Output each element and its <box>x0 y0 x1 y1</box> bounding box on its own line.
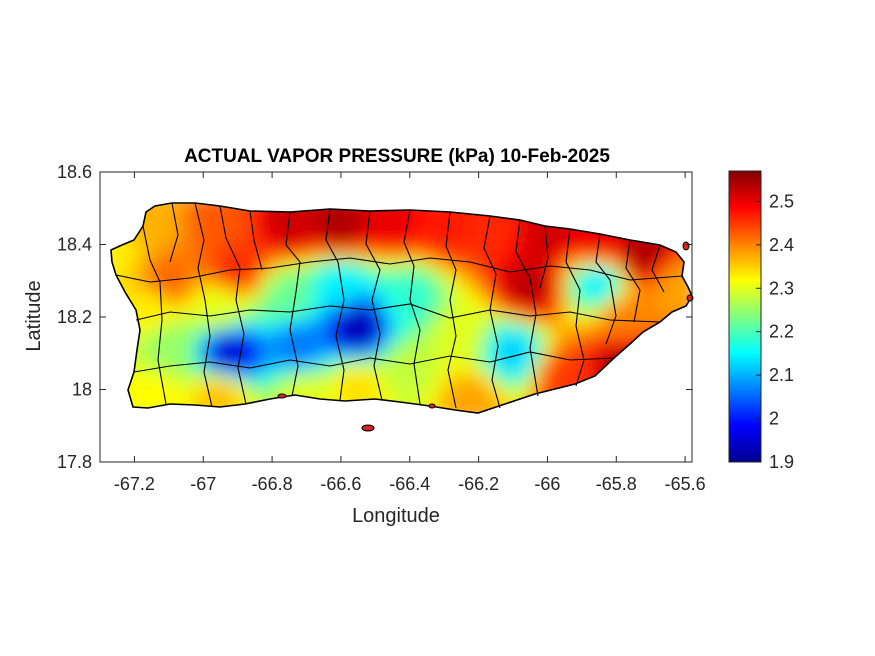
y-tick-label: 18.6 <box>57 162 92 182</box>
plot-area <box>99 171 694 463</box>
y-tick-label: 18.2 <box>57 307 92 327</box>
x-tick-label: -67 <box>190 474 216 494</box>
colorbar-tick-label: 2.2 <box>769 322 794 342</box>
x-tick-label: -66 <box>534 474 560 494</box>
y-tick-label: 18 <box>72 380 92 400</box>
x-tick-label: -66.6 <box>320 474 361 494</box>
colorbar-tick-label: 2.3 <box>769 278 794 298</box>
islets <box>277 241 694 432</box>
colorbar-tick-label: 2.4 <box>769 235 794 255</box>
x-tick-label: -66.2 <box>458 474 499 494</box>
x-tick-label: -65.6 <box>665 474 706 494</box>
x-tick-label: -66.8 <box>252 474 293 494</box>
coastline <box>110 202 693 414</box>
x-tick-label: -65.8 <box>596 474 637 494</box>
colorbar-ticks: 1.9 2 2.1 2.2 2.3 2.4 2.5 <box>756 191 794 472</box>
colorbar-gradient <box>728 170 762 463</box>
colorbar: 1.9 2 2.1 2.2 2.3 2.4 2.5 <box>728 170 794 472</box>
x-axis-label: Longitude <box>352 505 440 527</box>
municipality-boundaries <box>115 202 683 409</box>
y-axis-label: Latitude <box>23 280 45 351</box>
x-axis: -67.2 -67 -66.8 -66.6 -66.4 -66.2 -66 -65.8 -65.… <box>114 172 706 494</box>
y-axis: 17.8 18 18.2 18.4 18.6 <box>57 162 692 472</box>
colorbar-tick-label: 1.9 <box>769 452 794 472</box>
y-tick-label: 18.4 <box>57 235 92 255</box>
colorbar-tick-label: 2.1 <box>769 365 794 385</box>
y-tick-label: 17.8 <box>57 452 92 472</box>
colorbar-tick-label: 2 <box>769 409 779 429</box>
chart-title: ACTUAL VAPOR PRESSURE (kPa) 10-Feb-2025 <box>184 146 610 167</box>
x-tick-label: -67.2 <box>114 474 155 494</box>
colorbar-tick-label: 2.5 <box>769 191 794 211</box>
x-tick-label: -66.4 <box>389 474 430 494</box>
